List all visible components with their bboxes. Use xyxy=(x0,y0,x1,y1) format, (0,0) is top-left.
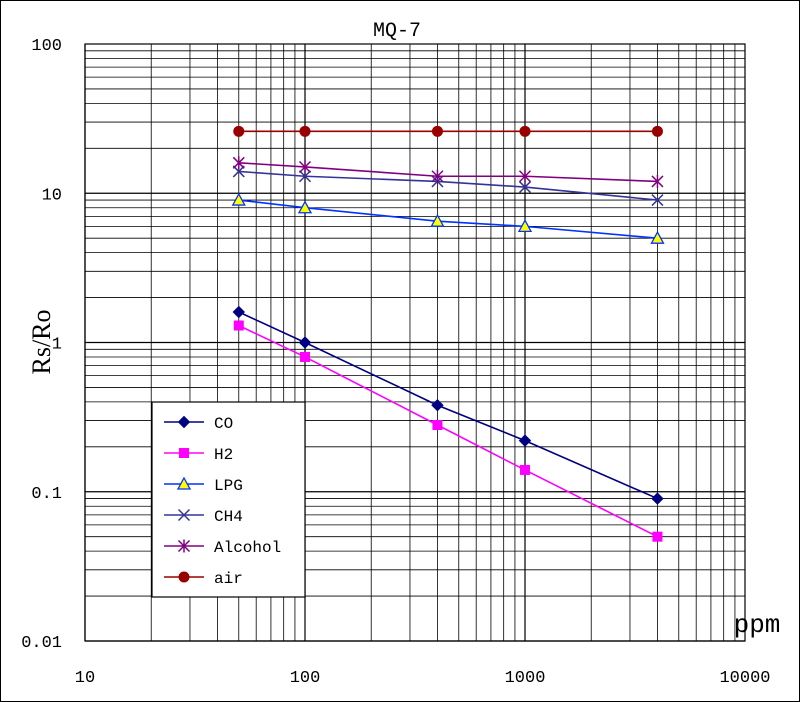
y-tick-label: 100 xyxy=(31,37,62,56)
data-point-ch4 xyxy=(518,181,532,194)
data-point-lpg xyxy=(297,200,313,214)
legend-item-co: CO xyxy=(164,415,233,433)
data-point-co xyxy=(651,492,664,505)
legend-marker xyxy=(176,476,192,490)
data-point-air xyxy=(519,125,531,137)
chart-title: MQ-7 xyxy=(373,20,421,43)
legend-marker xyxy=(177,539,191,553)
series-co xyxy=(232,305,664,505)
data-point-ch4 xyxy=(298,170,312,183)
legend-label: CH4 xyxy=(214,508,243,526)
x-tick-label: 10000 xyxy=(719,669,770,688)
series-layer xyxy=(231,125,665,542)
data-point-ch4 xyxy=(651,194,664,207)
data-point-h2 xyxy=(652,531,663,542)
x-tick-labels: 10 100 1000 10000 xyxy=(75,669,771,688)
data-point-lpg xyxy=(650,230,665,244)
data-point-lpg xyxy=(517,219,533,233)
data-point-air xyxy=(233,125,245,137)
series-lpg xyxy=(231,192,665,244)
legend-box xyxy=(151,401,306,598)
data-point-alcohol xyxy=(431,169,444,183)
data-point-h2 xyxy=(300,351,310,362)
legend-item-ch4: CH4 xyxy=(164,508,243,526)
data-point-alcohol xyxy=(518,169,532,183)
legend-marker xyxy=(177,508,191,522)
data-point-ch4 xyxy=(232,165,245,178)
series-air xyxy=(233,125,663,137)
y-tick-label: 10 xyxy=(42,186,62,205)
legend-marker xyxy=(177,415,191,429)
y-tick-label: 1 xyxy=(52,336,62,355)
data-point-air xyxy=(651,125,663,137)
legend-marker xyxy=(179,448,189,458)
legend-item-h2: H2 xyxy=(164,446,233,464)
data-point-co xyxy=(431,399,444,412)
legend-label: CO xyxy=(214,415,233,433)
y-tick-labels: 100 10 1 0.1 0.01 xyxy=(21,37,62,653)
legend-item-alcohol: Alcohol xyxy=(164,539,281,557)
data-point-co xyxy=(232,305,245,319)
y-axis-label: Rs/Ro xyxy=(27,309,56,374)
data-point-lpg xyxy=(231,192,246,206)
y-tick-label: 0.01 xyxy=(21,634,62,653)
data-point-alcohol xyxy=(651,174,664,188)
data-point-co xyxy=(518,434,532,447)
legend-label: Alcohol xyxy=(214,539,281,557)
data-point-air xyxy=(299,125,311,137)
legend-item-air: air xyxy=(164,570,243,588)
series-alcohol xyxy=(232,156,664,188)
x-tick-label: 1000 xyxy=(505,669,546,688)
data-point-lpg xyxy=(430,213,445,227)
legend-label: H2 xyxy=(214,446,233,464)
legend-label: air xyxy=(214,570,243,588)
data-point-h2 xyxy=(233,320,244,331)
series-line-lpg xyxy=(238,199,658,239)
legend-item-lpg: LPG xyxy=(164,476,243,495)
data-point-h2 xyxy=(520,464,530,475)
legend-marker xyxy=(178,571,190,583)
legend: CO H2 LPG CH4 Alcohol air xyxy=(151,401,306,598)
data-point-co xyxy=(298,336,312,349)
data-point-alcohol xyxy=(232,156,245,170)
series-ch4 xyxy=(232,165,664,207)
legend-label: LPG xyxy=(214,477,243,495)
data-point-air xyxy=(431,125,443,137)
plot-border xyxy=(84,43,746,642)
x-axis-label: ppm xyxy=(734,610,781,640)
x-tick-label: 10 xyxy=(75,669,95,688)
data-point-alcohol xyxy=(298,160,312,174)
x-tick-label: 100 xyxy=(290,669,321,688)
series-h2 xyxy=(233,320,663,542)
y-tick-label: 0.1 xyxy=(31,485,62,504)
data-point-h2 xyxy=(432,420,443,431)
